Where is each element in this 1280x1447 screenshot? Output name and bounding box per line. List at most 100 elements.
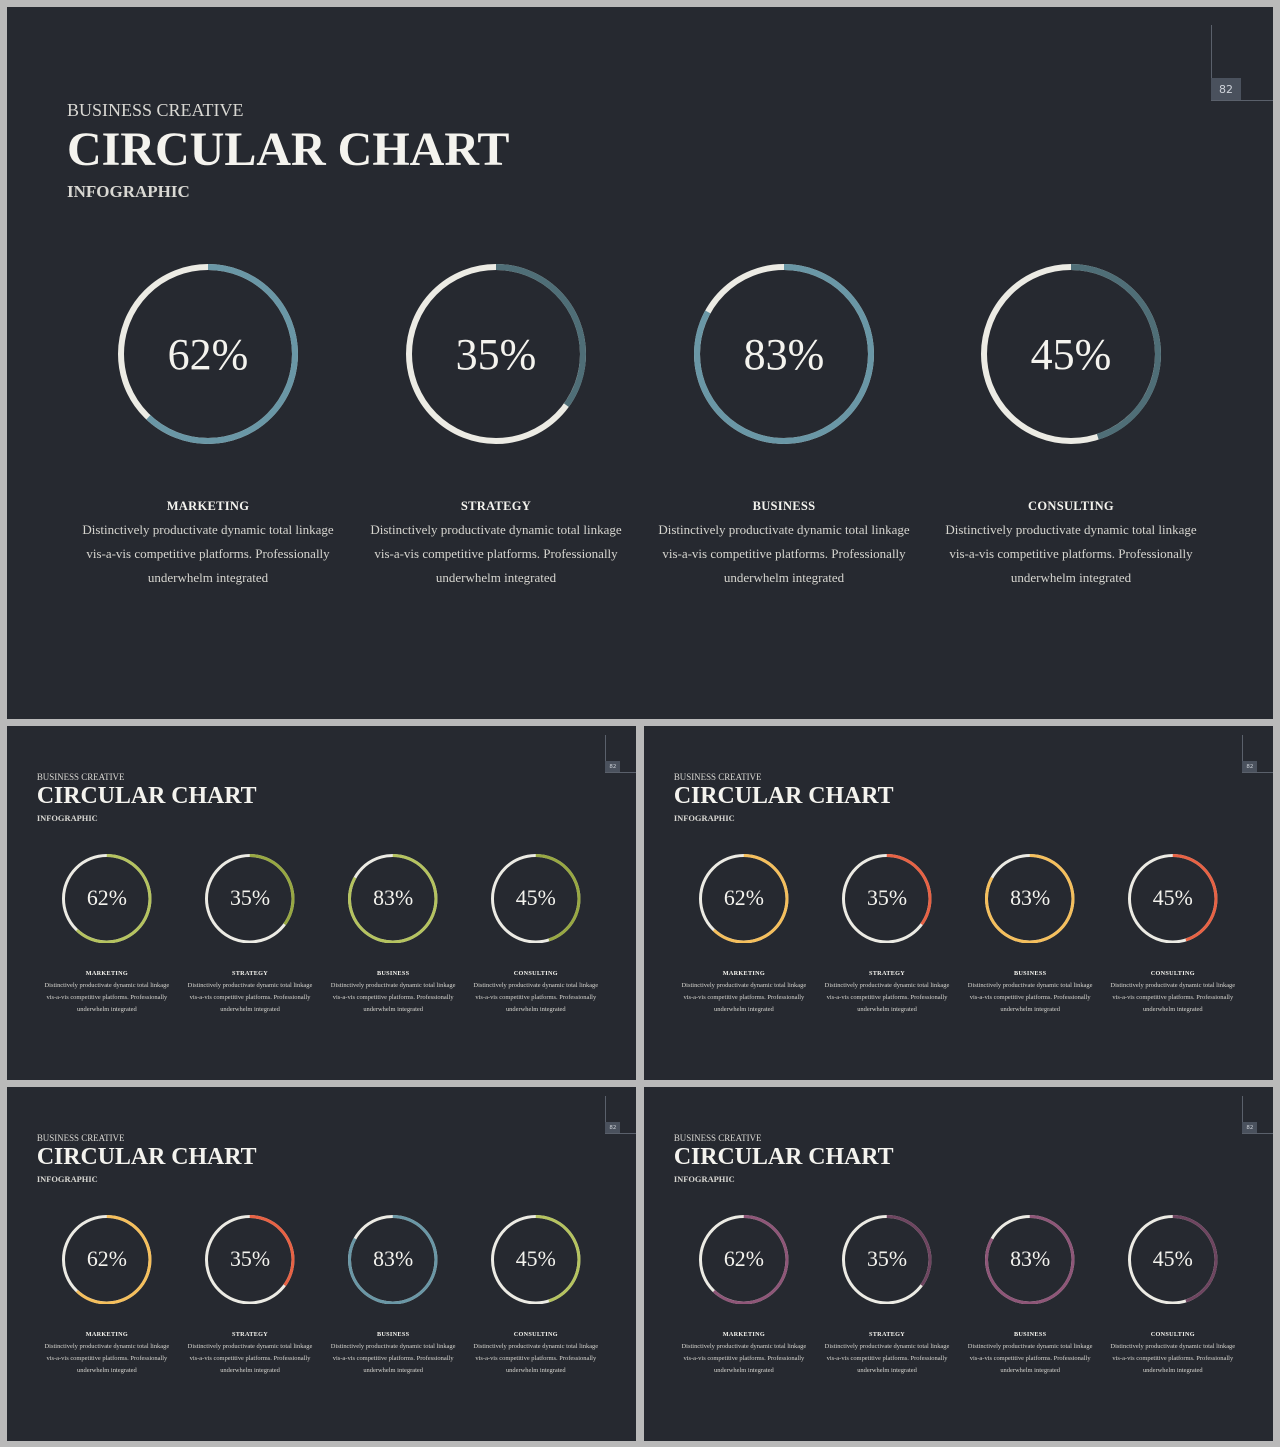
ring-progress-arc [491,853,581,944]
slide-3[interactable]: 82 BUSINESS CREATIVE CIRCULAR CHART INFOGRA… [644,726,1273,1080]
progress-ring: 83% [985,853,1075,944]
item-description-line: Distinctively productivate dynamic total… [330,1342,456,1350]
item-title: MARKETING [722,1331,766,1339]
item-description-line: underwhelm integrated [505,1366,566,1374]
progress-ring: 45% [491,1214,581,1305]
item-description-line: underwhelm integrated [363,1366,423,1374]
slide-4[interactable]: 82 BUSINESS CREATIVE CIRCULAR CHART INFOGRA… [7,1087,636,1441]
item-description-line: underwhelm integrated [714,1366,774,1374]
item-description-line: vis-a-vis competitive platforms. Profess… [1112,1354,1234,1362]
page-number-badge: 82 [605,1122,621,1134]
slide-5[interactable]: 82 BUSINESS CREATIVE CIRCULAR CHART INFOGRA… [644,1087,1273,1441]
item-description-line: Distinctively productivate dynamic total… [473,1342,599,1350]
item-title: STRATEGY [868,970,906,978]
progress-ring: 35% [406,264,586,444]
progress-ring: 83% [348,1214,438,1305]
item-title: BUSINESS [1013,1331,1047,1339]
ring-value-label: 35% [229,1246,271,1271]
chart-item-strategy: 35% STRATEGY Distinctively productivate dy… [366,264,626,590]
item-description-line: underwhelm integrated [505,1005,566,1013]
progress-ring-svg [205,853,295,944]
ring-value-label: 62% [86,885,127,910]
item-description-line: underwhelm integrated [220,1366,280,1374]
ring-value-label: 35% [229,885,271,910]
item-description-line: Distinctively productivate dynamic total… [187,981,313,989]
progress-ring: 35% [205,1214,295,1305]
ring-progress-arc [981,264,1161,444]
ring-value-label: 83% [1010,885,1051,910]
slide-1[interactable]: 82 BUSINESS CREATIVE CIRCULAR CHART INFOGRA… [7,7,1273,719]
item-title: MARKETING [166,499,250,513]
ring-value-label: 35% [455,329,537,379]
item-description-line: Distinctively productivate dynamic total… [967,1342,1093,1350]
progress-ring-svg [699,853,789,944]
item-description-line: vis-a-vis competitive platforms. Profess… [189,993,311,1001]
ring-progress-arc [985,1214,1075,1305]
ring-value-label: 83% [743,329,825,379]
ring-value-label: 83% [373,1246,414,1271]
slide-kicker: BUSINESS CREATIVE [36,1133,125,1144]
ring-value-label: 83% [373,885,414,910]
ring-progress-arc [842,853,932,944]
ring-progress-arc [348,1214,438,1305]
chart-item-consulting: 45% CONSULTING Distinctively productivate … [1108,1214,1237,1377]
progress-ring: 45% [1128,1214,1218,1305]
slide-kicker: BUSINESS CREATIVE [36,772,125,783]
chart-item-business: 83% BUSINESS Distinctively productivate dy… [329,853,458,1016]
ring-progress-arc [842,1214,932,1305]
corner-divider [605,1095,607,1134]
item-description-line: vis-a-vis competitive platforms. Profess… [969,993,1091,1001]
corner-divider [1242,734,1244,773]
page-number-badge: 82 [1242,1122,1258,1134]
item-description-line: underwhelm integrated [1142,1005,1203,1013]
item-description-line: underwhelm integrated [857,1366,917,1374]
item-description-line: underwhelm integrated [723,570,845,585]
item-title: CONSULTING [513,970,558,978]
item-description-line: Distinctively productivate dynamic total… [370,522,622,537]
ring-value-label: 35% [866,1246,908,1271]
item-description-line: vis-a-vis competitive platforms. Profess… [46,993,168,1001]
chart-item-consulting: 45% CONSULTING Distinctively productivate … [471,853,600,1016]
item-title: CONSULTING [513,1331,558,1339]
item-description-line: Distinctively productivate dynamic total… [82,522,334,537]
progress-ring-svg [406,264,586,444]
slide-subtitle: INFOGRAPHIC [673,1173,735,1184]
progress-ring: 45% [1128,853,1218,944]
corner-divider-horizontal [605,1133,636,1135]
ring-value-label: 62% [167,329,249,379]
item-description-line: Distinctively productivate dynamic total… [681,981,807,989]
slide-subtitle: INFOGRAPHIC [673,812,735,823]
corner-divider-horizontal [1211,100,1273,101]
item-description-line: vis-a-vis competitive platforms. Profess… [662,546,906,561]
item-description-line: Distinctively productivate dynamic total… [1110,1342,1236,1350]
item-title: STRATEGY [231,1331,269,1339]
ring-value-label: 45% [515,885,556,910]
corner-divider-horizontal [605,772,636,774]
chart-item-consulting: 45% CONSULTING Distinctively productivate … [941,264,1201,590]
item-description-line: Distinctively productivate dynamic total… [681,1342,807,1350]
corner-divider [1242,1095,1244,1134]
item-description-line: vis-a-vis competitive platforms. Profess… [826,993,948,1001]
progress-ring-svg [1128,853,1218,944]
item-description-line: vis-a-vis competitive platforms. Profess… [46,1354,168,1362]
chart-item-marketing: 62% MARKETING Distinctively productivate d… [78,264,338,590]
ring-value-label: 45% [1030,329,1112,379]
item-description-line: vis-a-vis competitive platforms. Profess… [949,546,1193,561]
item-description-line: underwhelm integrated [435,570,557,585]
slide-title: CIRCULAR CHART [36,783,257,810]
ring-progress-arc [491,1214,581,1305]
slide-title: CIRCULAR CHART [67,123,510,176]
ring-progress-arc [699,1214,789,1305]
progress-ring-svg [842,1214,932,1305]
item-description-line: Distinctively productivate dynamic total… [967,981,1093,989]
item-title: CONSULTING [1028,499,1114,513]
progress-ring: 35% [842,853,932,944]
corner-divider-horizontal [1242,772,1273,774]
slide-2[interactable]: 82 BUSINESS CREATIVE CIRCULAR CHART INFOGRA… [7,726,636,1080]
item-title: BUSINESS [752,499,816,513]
item-description-line: Distinctively productivate dynamic total… [824,1342,950,1350]
item-description-line: Distinctively productivate dynamic total… [473,981,599,989]
chart-item-business: 83% BUSINESS Distinctively productivate dy… [966,853,1095,1016]
ring-value-label: 35% [866,885,908,910]
chart-item-strategy: 35% STRATEGY Distinctively productivate dy… [822,1214,951,1377]
